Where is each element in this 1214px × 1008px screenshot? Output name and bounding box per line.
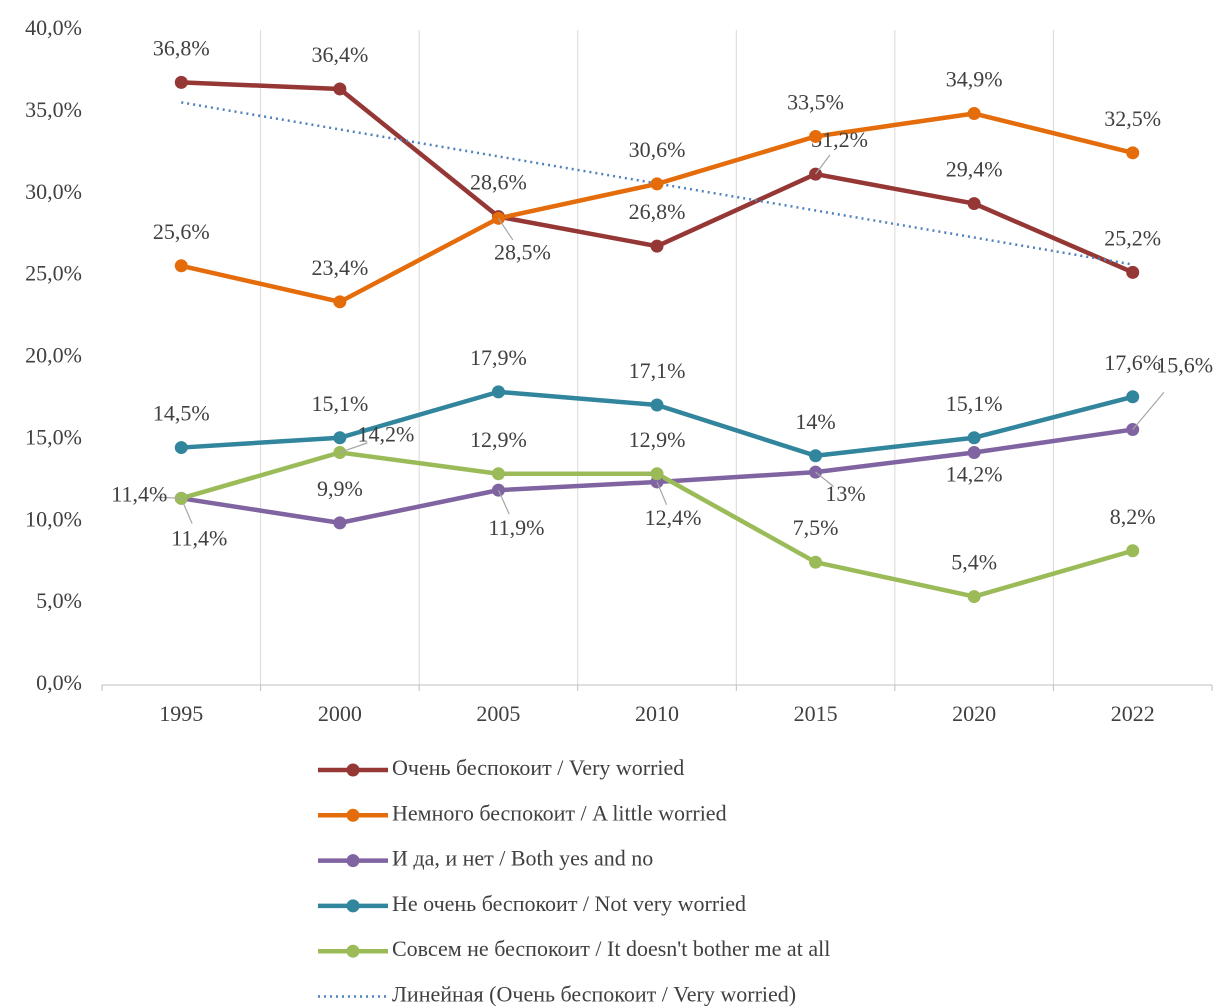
data-label: 12,9%: [629, 427, 686, 452]
leader-line: [656, 481, 668, 505]
data-label: 29,4%: [946, 157, 1003, 182]
data-label: 32,5%: [1104, 106, 1161, 131]
data-point: [491, 385, 505, 399]
data-label: 8,2%: [1110, 504, 1156, 529]
data-point: [333, 516, 347, 530]
data-label: 26,8%: [629, 199, 686, 224]
legend-marker: [346, 808, 360, 822]
data-point: [967, 197, 981, 211]
data-label: 15,1%: [311, 391, 368, 416]
data-label: 28,6%: [470, 170, 527, 195]
legend-label: Немного беспокоит / A little worried: [392, 800, 727, 825]
data-point: [650, 467, 664, 481]
y-tick-label: 0,0%: [36, 670, 82, 695]
legend-label: Не очень беспокоит / Not very worried: [392, 891, 746, 916]
data-point: [809, 449, 823, 463]
leader-line: [1132, 391, 1165, 430]
legend-label: Очень беспокоит / Very worried: [392, 755, 684, 780]
data-label: 17,9%: [470, 345, 527, 370]
data-point: [174, 259, 188, 273]
data-point: [174, 441, 188, 455]
data-label: 25,6%: [153, 219, 210, 244]
data-point: [650, 177, 664, 191]
data-point: [967, 431, 981, 445]
y-tick-label: 25,0%: [25, 261, 82, 286]
data-point: [809, 555, 823, 569]
legend-marker: [346, 763, 360, 777]
x-tick-label: 2020: [952, 701, 996, 726]
legend-label: Линейная (Очень беспокоит / Very worried…: [392, 982, 796, 1007]
data-label: 15,6%: [1156, 353, 1213, 378]
data-label: 13%: [825, 481, 865, 506]
data-point: [967, 590, 981, 604]
data-point: [333, 431, 347, 445]
data-label: 14%: [795, 409, 835, 434]
legend-marker: [346, 854, 360, 868]
x-tick-label: 2010: [635, 701, 679, 726]
leader-line: [156, 496, 182, 499]
leader-line: [815, 471, 834, 487]
data-label: 36,8%: [153, 35, 210, 60]
y-tick-label: 5,0%: [36, 588, 82, 613]
data-point: [491, 467, 505, 481]
leader-line: [497, 217, 514, 241]
data-label: 30,6%: [629, 137, 686, 162]
data-label: 36,4%: [311, 42, 368, 67]
data-label: 25,2%: [1104, 225, 1161, 250]
data-label: 9,9%: [317, 476, 363, 501]
y-tick-label: 20,0%: [25, 343, 82, 368]
data-label: 17,1%: [629, 358, 686, 383]
y-tick-label: 35,0%: [25, 97, 82, 122]
x-tick-label: 1995: [159, 701, 203, 726]
data-label: 28,5%: [494, 239, 551, 264]
data-point: [967, 445, 981, 459]
y-tick-label: 10,0%: [25, 506, 82, 531]
x-tick-label: 2022: [1111, 701, 1155, 726]
data-label: 34,9%: [946, 67, 1003, 92]
data-label: 11,4%: [171, 525, 227, 550]
x-tick-label: 2015: [794, 701, 838, 726]
data-label: 11,4%: [111, 481, 167, 506]
data-label: 17,6%: [1104, 350, 1161, 375]
data-point: [809, 129, 823, 143]
data-point: [650, 398, 664, 412]
data-label: 14,5%: [153, 401, 210, 426]
data-point: [174, 75, 188, 89]
data-label: 14,2%: [357, 422, 414, 447]
y-tick-label: 15,0%: [25, 424, 82, 449]
data-point: [333, 295, 347, 309]
data-label: 11,9%: [488, 515, 544, 540]
leader-line: [339, 442, 368, 454]
legend-marker: [346, 944, 360, 958]
data-point: [333, 82, 347, 96]
data-point: [1126, 390, 1140, 404]
data-label: 5,4%: [951, 550, 997, 575]
legend-label: Совсем не беспокоит / It doesn't bother …: [392, 936, 830, 961]
leader-line: [815, 154, 831, 175]
data-label: 15,1%: [946, 391, 1003, 416]
x-tick-label: 2000: [318, 701, 362, 726]
legend-marker: [346, 899, 360, 913]
data-label: 12,9%: [470, 427, 527, 452]
x-tick-label: 2005: [476, 701, 520, 726]
data-point: [1126, 265, 1140, 279]
data-label: 23,4%: [311, 255, 368, 280]
y-tick-label: 40,0%: [25, 15, 82, 40]
data-label: 14,2%: [946, 462, 1003, 487]
data-label: 12,4%: [645, 505, 702, 530]
data-point: [1126, 146, 1140, 160]
legend-label: И да, и нет / Both yes and no: [392, 846, 653, 871]
data-point: [650, 239, 664, 253]
data-point: [1126, 544, 1140, 558]
data-point: [967, 107, 981, 121]
y-tick-label: 30,0%: [25, 179, 82, 204]
leader-line: [497, 489, 510, 515]
trendline: [181, 101, 1133, 266]
data-label: 33,5%: [787, 89, 844, 114]
data-label: 7,5%: [793, 515, 839, 540]
